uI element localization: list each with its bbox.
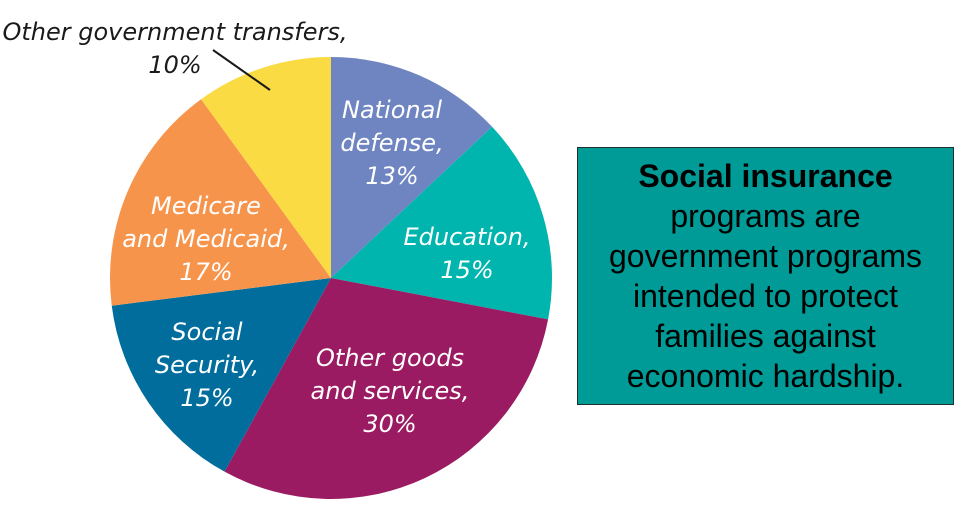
- slice-label-line: and services,: [311, 377, 470, 405]
- pie-chart: National defense, 13% Education, 15% Other go…: [2, 18, 553, 499]
- slice-label-line: Other government transfers,: [2, 18, 347, 46]
- info-box: Social insurance programs are government…: [577, 147, 954, 405]
- pie-labels: National defense, 13% Education, 15% Other go…: [2, 18, 530, 438]
- pie-slices: [109, 57, 553, 499]
- slice-label-line: Medicare: [151, 192, 261, 220]
- pie-slice-national-defense: [331, 57, 493, 278]
- info-box-line: economic hardship.: [626, 358, 905, 394]
- pie-slice-other-goods-and-services: [224, 278, 549, 499]
- leader-line: [212, 49, 271, 91]
- pie-slice-other-government-transfers: [201, 57, 331, 278]
- slice-label: Medicare and Medicaid, 17%: [122, 192, 290, 286]
- slice-label: Other goods and services, 30%: [311, 344, 470, 438]
- info-box-line: families against: [655, 318, 876, 354]
- pie-slice-medicare-and-medicaid: [109, 99, 331, 306]
- info-box-line: programs are: [670, 198, 861, 234]
- info-box-heading: Social insurance: [638, 158, 893, 194]
- pie-slice-social-security: [111, 278, 332, 472]
- slice-label: Social Security, 15%: [155, 318, 259, 412]
- slice-label-line: National: [342, 96, 442, 124]
- slice-label-line: defense,: [340, 129, 443, 157]
- slice-label: Other government transfers, 10%: [2, 18, 347, 79]
- slice-label-line: 15%: [440, 256, 493, 284]
- slice-label: National defense, 13%: [340, 96, 443, 190]
- slice-label-line: 30%: [363, 410, 416, 438]
- slice-label-line: Security,: [155, 351, 259, 379]
- pie-slice-education: [331, 126, 553, 320]
- slice-label-line: and Medicaid,: [122, 225, 290, 253]
- slice-label-line: 13%: [365, 162, 418, 190]
- slice-label-line: 15%: [180, 384, 233, 412]
- slice-label-line: Education,: [403, 223, 530, 251]
- info-box-line: intended to protect: [632, 278, 899, 314]
- slice-label-line: Social: [171, 318, 242, 346]
- slice-label-line: 17%: [179, 258, 232, 286]
- slice-label-line: Other goods: [316, 344, 464, 372]
- slice-label: Education, 15%: [403, 223, 530, 284]
- info-box-line: government programs: [608, 238, 923, 274]
- slice-label-line: 10%: [148, 51, 201, 79]
